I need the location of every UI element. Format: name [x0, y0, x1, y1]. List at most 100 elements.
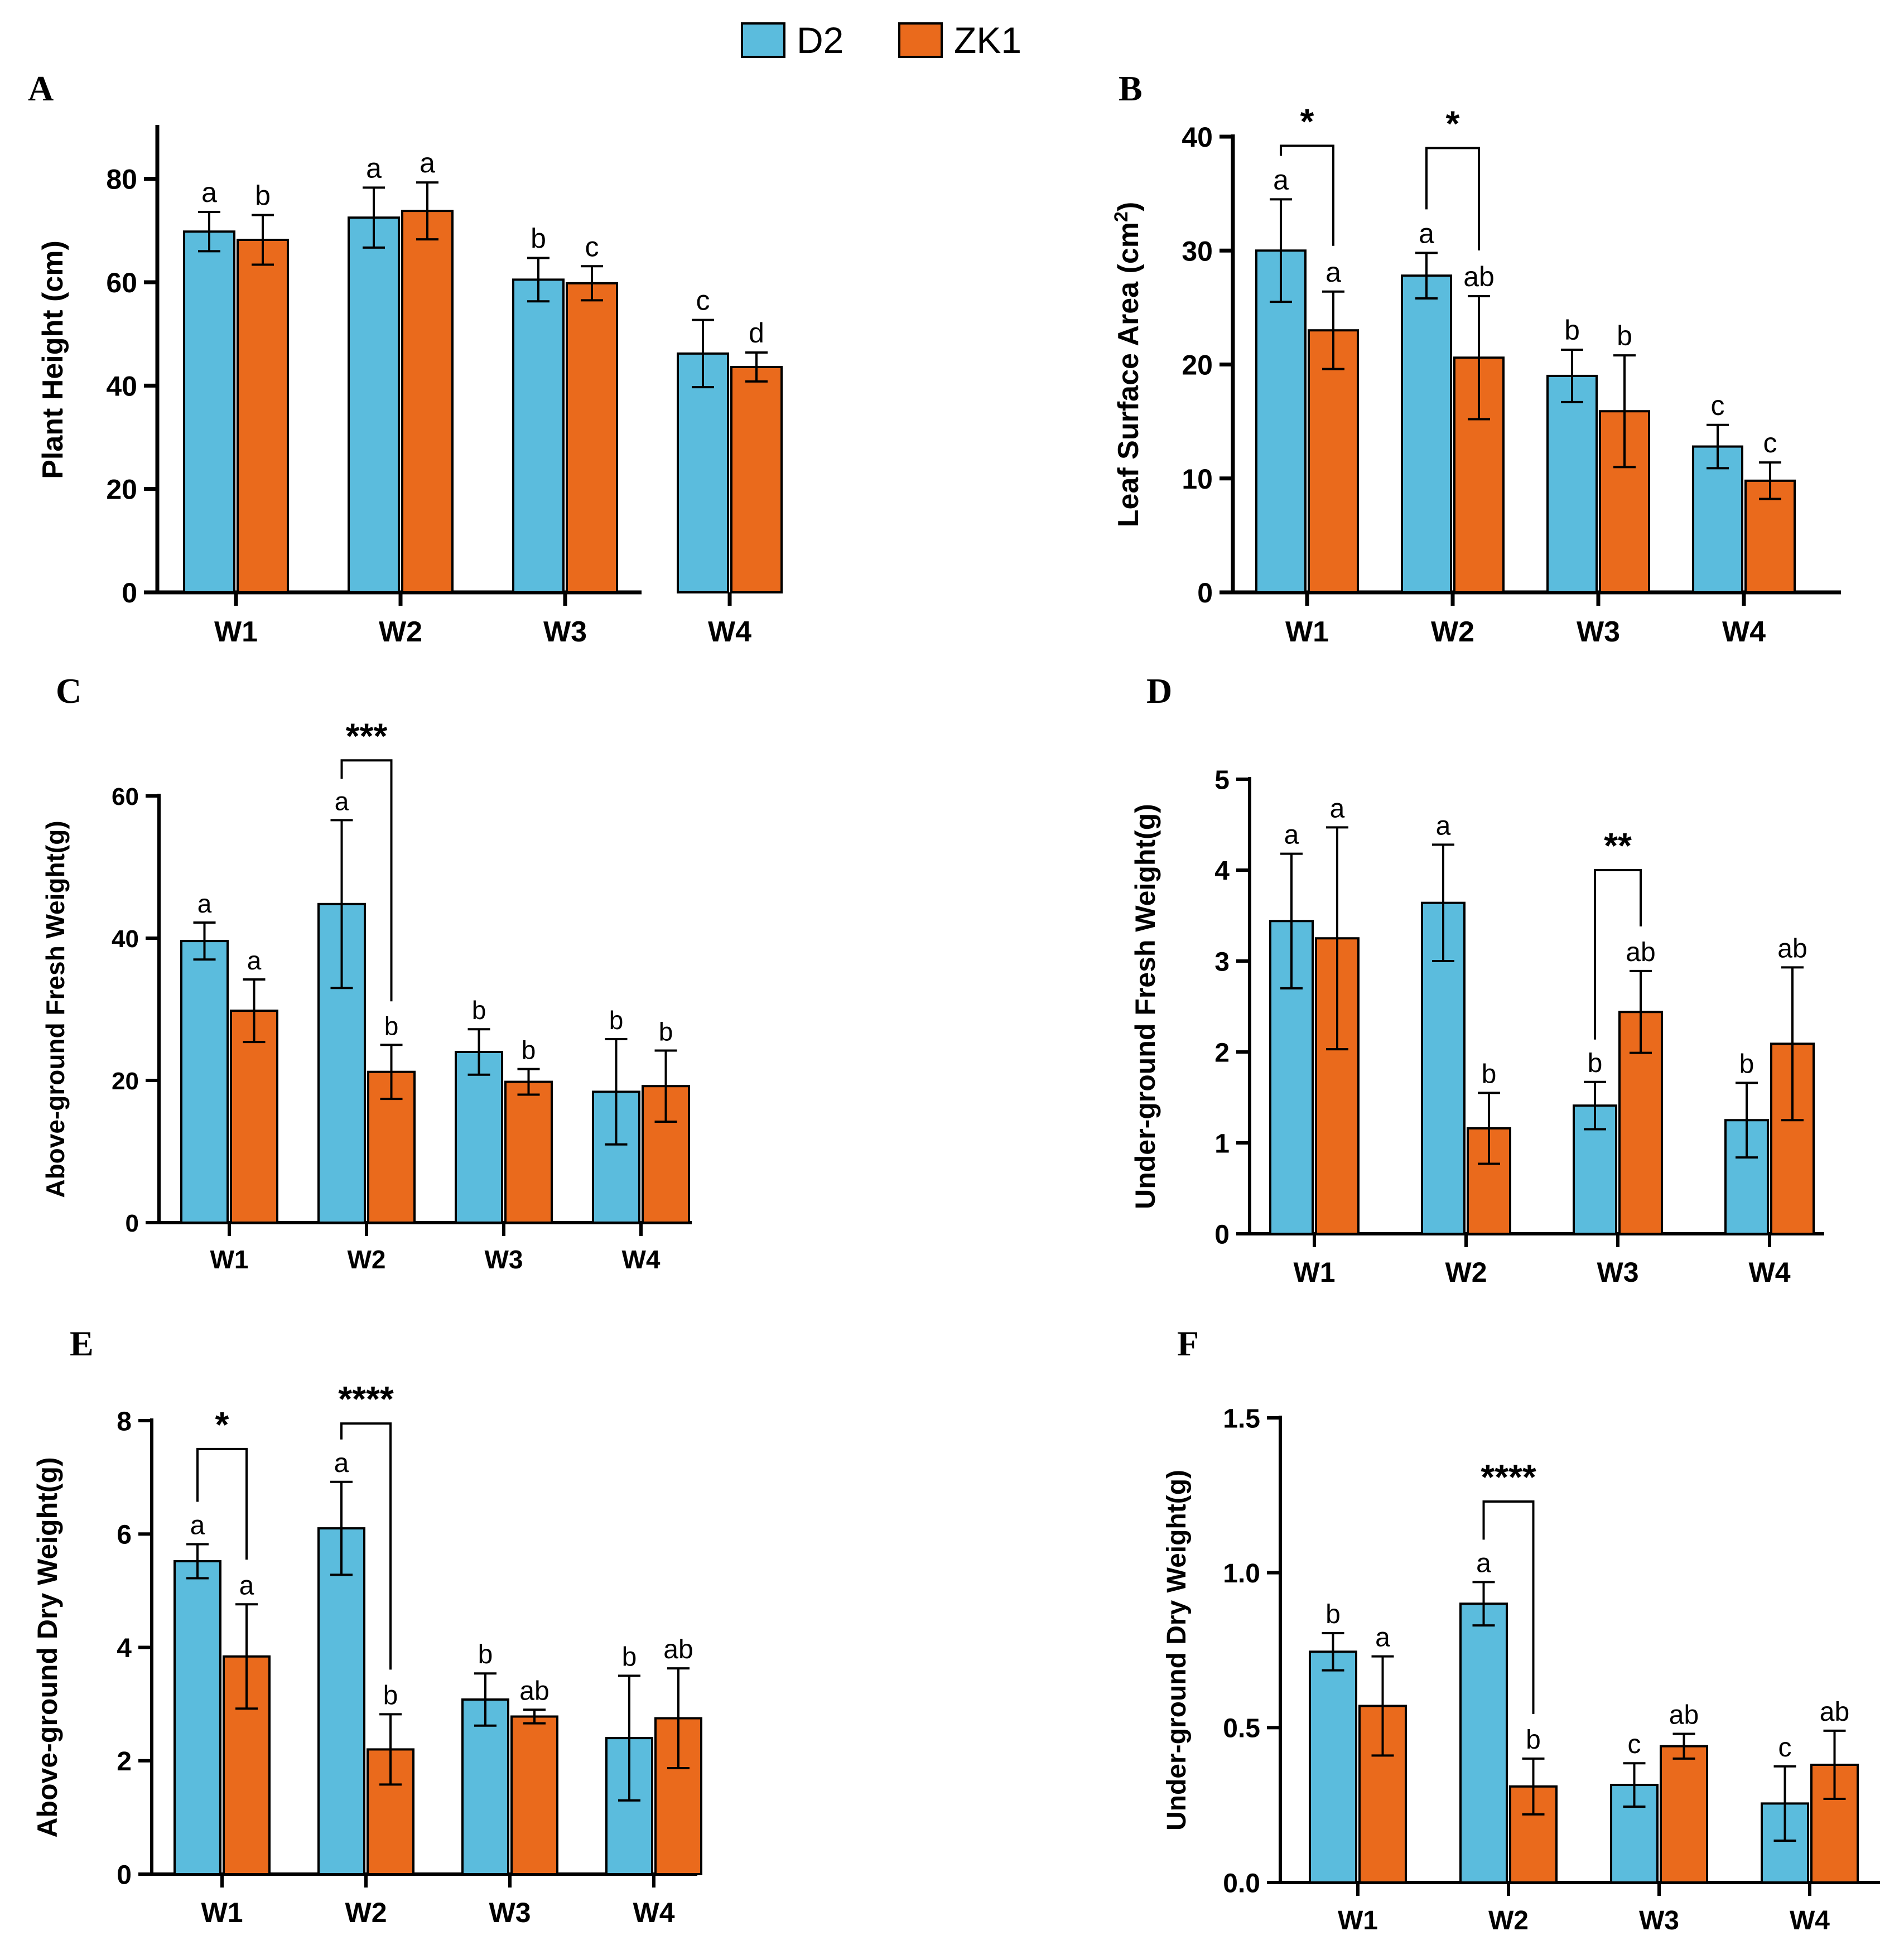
error-bar: [1630, 969, 1652, 1054]
x-tick-label: W1: [214, 616, 258, 648]
error-bar: [186, 1543, 209, 1580]
x-tick-label: W3: [489, 1897, 531, 1928]
x-tick-label: W1: [210, 1245, 249, 1274]
bar-d2-w2: [1459, 1602, 1508, 1884]
error-bar: [1707, 423, 1729, 470]
panel-label: F: [1177, 1324, 1199, 1363]
significance-stars: **: [1604, 826, 1632, 866]
y-tick-label: 40: [106, 370, 137, 402]
y-tick-label: 0: [117, 1860, 132, 1890]
y-tick-label: 60: [106, 267, 137, 298]
significance-bracket: [1594, 869, 1642, 1040]
significance-letter: ab: [1626, 938, 1655, 967]
significance-letter: b: [1588, 1049, 1603, 1078]
y-tick-label: 5: [1214, 765, 1230, 795]
y-tick-label: 1: [1214, 1129, 1230, 1158]
significance-letter: b: [1617, 320, 1632, 351]
bar-d2-w1: [180, 940, 229, 1224]
bar-d2-w1: [183, 230, 235, 594]
significance-bracket: [340, 759, 393, 1002]
y-tick-label: 0: [1197, 577, 1213, 609]
bracket-line: [1594, 869, 1642, 1040]
error-bar: [1322, 1631, 1344, 1672]
significance-stars: ****: [338, 1379, 394, 1419]
error-bar: [1371, 1655, 1394, 1757]
significance-letter: c: [1628, 1730, 1641, 1759]
significance-letter: a: [1375, 1623, 1390, 1653]
error-bar: [1478, 1092, 1500, 1165]
error-bar: [1672, 1732, 1695, 1760]
error-bar: [581, 265, 603, 302]
significance-letter: a: [1273, 164, 1289, 195]
x-tick-label: W4: [633, 1897, 675, 1928]
x-tick-label: W3: [485, 1245, 523, 1274]
significance-letter: b: [1564, 315, 1580, 346]
panel-c: C Above-ground Fresh Weight(g) 0 20 40 60 W1 a a…: [41, 671, 692, 1274]
error-bar: [667, 1667, 690, 1769]
significance-bracket: [340, 1422, 392, 1670]
y-tick-label: 40: [112, 925, 139, 953]
error-bar: [243, 978, 266, 1044]
y-tick-label: 0.0: [1223, 1869, 1260, 1898]
significance-letter: c: [1763, 427, 1777, 458]
significance-letter: b: [531, 223, 546, 254]
significance-letter: b: [1526, 1725, 1541, 1755]
error-bar: [380, 1044, 403, 1100]
legend-item-zk1: ZK1: [898, 20, 1021, 61]
y-axis-label: Leaf Surface Area (cm2): [1111, 202, 1145, 527]
significance-letter: a: [1476, 1548, 1491, 1578]
legend: D2 ZK1: [741, 20, 1021, 61]
y-tick-label: 60: [112, 783, 139, 810]
y-axis-label-superscript: 2: [1111, 211, 1132, 222]
significance-letter: a: [366, 152, 382, 184]
legend-item-d2: D2: [741, 20, 843, 61]
significance-letter: a: [247, 946, 262, 975]
error-bar: [467, 1028, 490, 1076]
bar-zk1-w1: [230, 1010, 278, 1224]
significance-letter: a: [1325, 257, 1341, 288]
y-tick-label: 0: [122, 577, 137, 609]
y-tick-label: 20: [112, 1068, 139, 1095]
x-tick-label: W2: [348, 1245, 386, 1274]
error-bar: [1322, 290, 1344, 370]
y-tick-label: 30: [1182, 235, 1213, 267]
x-tick-label: W2: [379, 616, 422, 648]
error-bar: [1759, 461, 1781, 500]
bar-d2-w4: [677, 352, 729, 593]
y-tick-label: 0.5: [1223, 1714, 1260, 1744]
significance-letter: a: [334, 1449, 349, 1478]
error-bar: [1823, 1729, 1846, 1800]
bar-zk1-w4: [642, 1085, 690, 1224]
x-tick-label: W3: [1577, 616, 1620, 648]
error-bar: [198, 210, 220, 253]
error-bar: [1522, 1757, 1545, 1816]
significance-letter: a: [1284, 820, 1299, 850]
error-bar: [1781, 966, 1804, 1122]
significance-letter: ab: [1820, 1697, 1849, 1727]
legend-label: ZK1: [954, 20, 1021, 61]
bar-d2-w4: [1692, 445, 1743, 593]
bar-d2-w2: [348, 216, 400, 593]
error-bar: [252, 214, 274, 266]
significance-letter: b: [472, 996, 486, 1025]
significance-letter: d: [749, 317, 764, 349]
significance-letter: ab: [1463, 261, 1495, 292]
error-bar: [1773, 1765, 1796, 1842]
bracket-line: [1280, 144, 1334, 246]
x-tick-label: W3: [543, 616, 587, 648]
significance-letter: c: [585, 231, 599, 262]
bar-d2-w1: [173, 1560, 221, 1875]
significance-letter: b: [609, 1006, 624, 1035]
bar-d2-w2: [317, 1527, 365, 1875]
y-axis-label-text: Leaf Surface Area (cm: [1112, 222, 1145, 527]
panel-label: A: [28, 69, 54, 108]
error-bar: [517, 1068, 540, 1096]
error-bar: [363, 186, 385, 249]
bar-zk1-w1: [1308, 329, 1359, 593]
bar-d2-w3: [461, 1698, 509, 1876]
bracket-line: [1425, 147, 1480, 250]
bracket-line: [340, 1422, 392, 1670]
y-axis-label-text-end: ): [1112, 202, 1145, 211]
